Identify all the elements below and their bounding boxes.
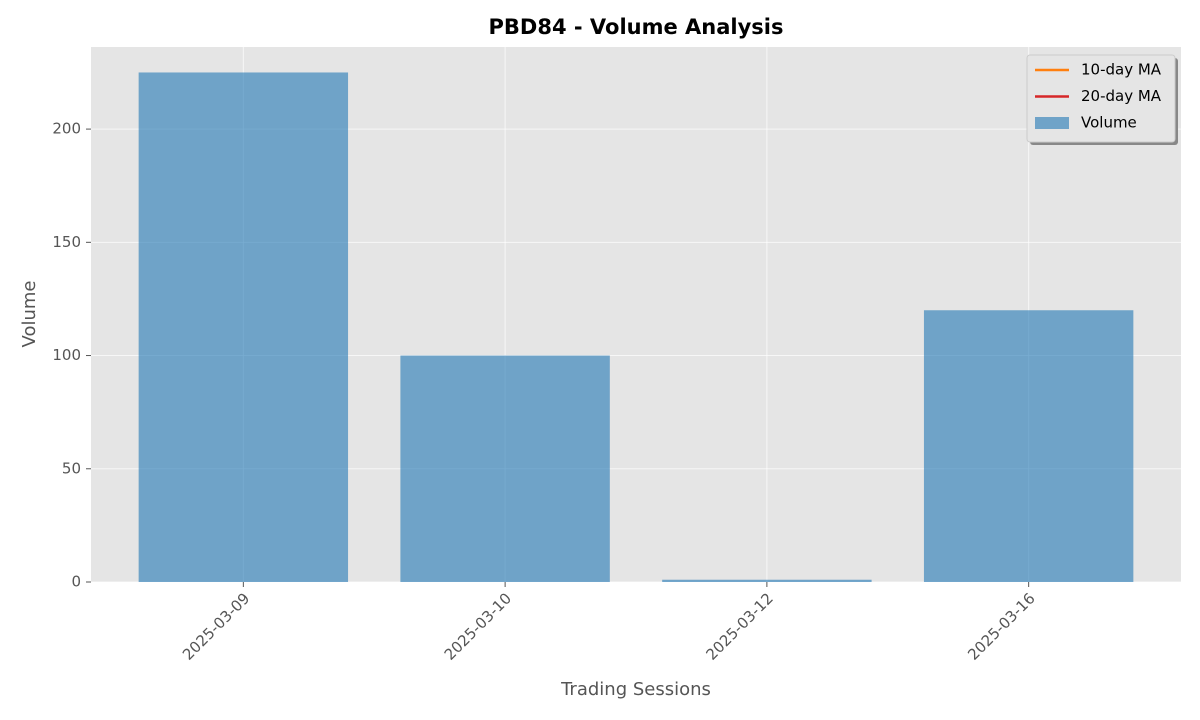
marks	[138, 72, 1134, 582]
legend-label: Volume	[1081, 114, 1137, 132]
bar	[662, 579, 872, 582]
y-tick-label: 200	[52, 120, 81, 138]
y-tick-label: 0	[71, 573, 81, 591]
legend-label: 10-day MA	[1081, 61, 1162, 79]
x-axis-label: Trading Sessions	[560, 679, 711, 700]
y-tick-label: 50	[62, 459, 81, 477]
y-tick-label: 150	[52, 233, 81, 251]
legend-swatch	[1035, 117, 1069, 129]
legend: 10-day MA 20-day MA Volume	[1026, 54, 1178, 145]
chart-title: PBD84 - Volume Analysis	[489, 15, 784, 39]
bar	[400, 355, 610, 582]
y-axis-label: Volume	[19, 281, 40, 348]
bar	[138, 72, 349, 582]
bar	[923, 310, 1134, 582]
legend-label: 20-day MA	[1081, 87, 1162, 105]
y-tick-label: 100	[52, 346, 81, 364]
